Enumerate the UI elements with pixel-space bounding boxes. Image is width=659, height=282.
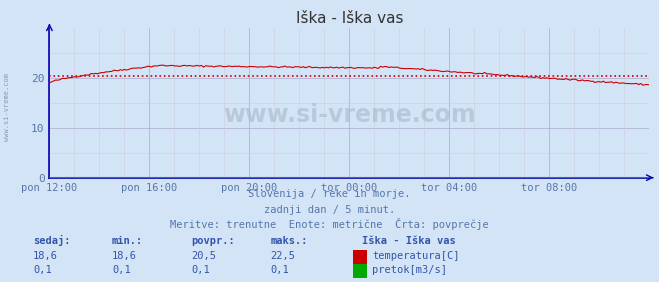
Text: Meritve: trenutne  Enote: metrične  Črta: povprečje: Meritve: trenutne Enote: metrične Črta: … bbox=[170, 219, 489, 230]
Text: temperatura[C]: temperatura[C] bbox=[372, 251, 460, 261]
Text: 20,5: 20,5 bbox=[191, 251, 216, 261]
Text: Iška - Iška vas: Iška - Iška vas bbox=[362, 236, 456, 246]
Text: 18,6: 18,6 bbox=[112, 251, 137, 261]
Text: min.:: min.: bbox=[112, 236, 143, 246]
Text: Slovenija / reke in morje.: Slovenija / reke in morje. bbox=[248, 190, 411, 199]
Title: Iška - Iška vas: Iška - Iška vas bbox=[295, 11, 403, 26]
Text: 22,5: 22,5 bbox=[270, 251, 295, 261]
Text: 18,6: 18,6 bbox=[33, 251, 58, 261]
Text: www.si-vreme.com: www.si-vreme.com bbox=[4, 73, 11, 141]
Text: povpr.:: povpr.: bbox=[191, 236, 235, 246]
Text: zadnji dan / 5 minut.: zadnji dan / 5 minut. bbox=[264, 205, 395, 215]
Text: www.si-vreme.com: www.si-vreme.com bbox=[223, 103, 476, 127]
Text: 0,1: 0,1 bbox=[33, 265, 51, 275]
Text: 0,1: 0,1 bbox=[191, 265, 210, 275]
Text: sedaj:: sedaj: bbox=[33, 235, 71, 246]
Text: 0,1: 0,1 bbox=[270, 265, 289, 275]
Text: maks.:: maks.: bbox=[270, 236, 308, 246]
Text: 0,1: 0,1 bbox=[112, 265, 130, 275]
Text: pretok[m3/s]: pretok[m3/s] bbox=[372, 265, 447, 275]
